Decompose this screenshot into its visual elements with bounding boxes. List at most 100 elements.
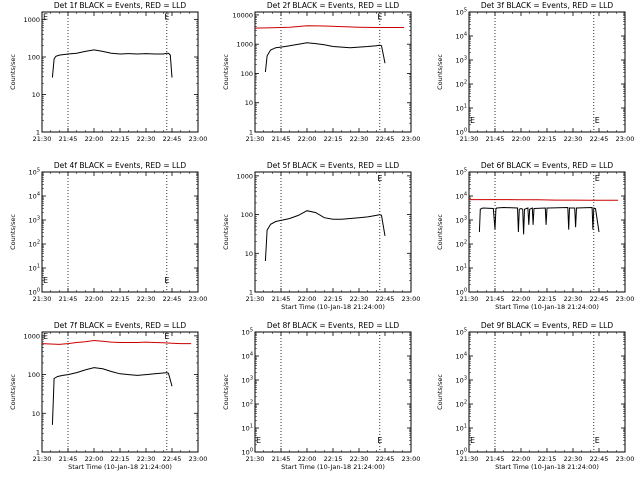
plot-frame bbox=[254, 171, 412, 293]
x-tick-label: 22:45 bbox=[163, 455, 182, 463]
y-axis-label: Counts/sec bbox=[9, 54, 17, 90]
y-tick-label: 101 bbox=[242, 424, 253, 433]
y-tick-label: 10 bbox=[245, 250, 253, 258]
y-axis-label: Counts/sec bbox=[222, 54, 230, 90]
e-marker: E bbox=[470, 116, 475, 125]
y-axis-label: Counts/sec bbox=[222, 214, 230, 250]
x-tick-label: 22:45 bbox=[590, 455, 609, 463]
y-tick-label: 1000 bbox=[23, 332, 40, 340]
e-marker: E bbox=[377, 12, 382, 21]
x-tick-label: 22:30 bbox=[350, 295, 369, 303]
y-tick-label: 105 bbox=[456, 328, 467, 337]
x-tick-label: 21:30 bbox=[246, 455, 265, 463]
y-tick-label: 101 bbox=[29, 264, 40, 273]
x-tick-label: 21:45 bbox=[486, 135, 505, 143]
y-tick-label: 104 bbox=[456, 32, 467, 41]
y-tick-label: 101 bbox=[456, 104, 467, 113]
e-marker: E bbox=[377, 174, 382, 183]
y-tick-label: 100 bbox=[241, 70, 253, 78]
x-tick-label: 22:00 bbox=[512, 455, 531, 463]
events-series-line bbox=[264, 210, 386, 262]
x-tick-label: 21:30 bbox=[33, 295, 52, 303]
x-tick-label: 23:00 bbox=[189, 295, 208, 303]
x-tick-label: 22:15 bbox=[324, 455, 343, 463]
y-tick-label: 100 bbox=[456, 448, 467, 457]
x-tick-label: 22:00 bbox=[85, 295, 104, 303]
x-tick-label: 22:45 bbox=[376, 135, 395, 143]
y-tick-label: 102 bbox=[456, 80, 467, 89]
panel-title: Det 3f BLACK = Events, RED = LLD bbox=[481, 1, 614, 10]
x-tick-label: 23:00 bbox=[616, 135, 635, 143]
x-tick-label: 21:30 bbox=[246, 135, 265, 143]
x-tick-label: 22:00 bbox=[512, 295, 531, 303]
x-tick-label: 21:45 bbox=[59, 135, 78, 143]
x-tick-label: 21:45 bbox=[272, 295, 291, 303]
detector-panel-7: Det 7f BLACK = Events, RED = LLD 1 10 100 10… bbox=[9, 321, 207, 471]
detector-panel-1: Det 1f BLACK = Events, RED = LLD 1 10 100 10… bbox=[9, 1, 207, 143]
x-tick-label: 22:00 bbox=[85, 455, 104, 463]
x-tick-label: 22:45 bbox=[590, 135, 609, 143]
x-tick-label: 22:45 bbox=[376, 295, 395, 303]
x-tick-label: 22:30 bbox=[564, 295, 583, 303]
events-series-line bbox=[478, 206, 600, 235]
e-marker: E bbox=[470, 436, 475, 445]
lld-series-line bbox=[254, 25, 405, 29]
x-tick-label: 22:30 bbox=[137, 135, 156, 143]
events-series-line bbox=[264, 42, 386, 73]
x-axis-label: Start Time (10-Jan-18 21:24:00) bbox=[281, 303, 385, 311]
x-tick-label: 21:45 bbox=[59, 295, 78, 303]
x-tick-label: 23:00 bbox=[402, 295, 421, 303]
y-axis-label: Counts/sec bbox=[436, 214, 444, 250]
x-axis-label: Start Time (10-Jan-18 21:24:00) bbox=[495, 463, 599, 471]
y-axis-label: Counts/sec bbox=[436, 54, 444, 90]
y-tick-label: 100 bbox=[29, 288, 40, 297]
panel-title: Det 1f BLACK = Events, RED = LLD bbox=[54, 1, 187, 10]
panel-title: Det 7f BLACK = Events, RED = LLD bbox=[54, 321, 187, 330]
y-tick-label: 105 bbox=[456, 168, 467, 177]
y-tick-label: 1000 bbox=[23, 16, 40, 24]
e-marker: E bbox=[595, 436, 600, 445]
y-tick-label: 100 bbox=[242, 448, 253, 457]
y-tick-label: 102 bbox=[242, 400, 253, 409]
lld-series-line bbox=[469, 199, 619, 201]
e-marker: E bbox=[164, 332, 169, 341]
detector-panel-9: Det 9f BLACK = Events, RED = LLD 100 101 10… bbox=[436, 321, 634, 471]
x-tick-label: 21:30 bbox=[33, 135, 52, 143]
e-marker: E bbox=[256, 436, 261, 445]
y-tick-label: 103 bbox=[29, 216, 40, 225]
x-tick-label: 22:45 bbox=[376, 455, 395, 463]
y-tick-label: 101 bbox=[456, 264, 467, 273]
x-tick-label: 23:00 bbox=[616, 455, 635, 463]
detector-panel-8: Det 8f BLACK = Events, RED = LLD 100 101 10… bbox=[222, 321, 420, 471]
y-tick-label: 103 bbox=[456, 376, 467, 385]
x-tick-label: 22:15 bbox=[111, 135, 130, 143]
x-tick-label: 21:45 bbox=[272, 455, 291, 463]
x-axis-label: Start Time (10-Jan-18 21:24:00) bbox=[281, 463, 385, 471]
e-marker: E bbox=[164, 276, 169, 285]
x-tick-label: 22:15 bbox=[538, 455, 557, 463]
y-tick-label: 102 bbox=[29, 240, 40, 249]
y-tick-label: 100 bbox=[28, 371, 40, 379]
e-marker: E bbox=[164, 13, 169, 22]
y-tick-label: 103 bbox=[242, 376, 253, 385]
y-tick-label: 100 bbox=[456, 288, 467, 297]
x-tick-label: 21:30 bbox=[460, 135, 479, 143]
events-series-line bbox=[51, 367, 173, 425]
events-series-line bbox=[51, 49, 173, 78]
y-tick-label: 104 bbox=[456, 192, 467, 201]
y-tick-label: 1 bbox=[36, 449, 40, 457]
x-tick-label: 22:15 bbox=[538, 135, 557, 143]
y-tick-label: 1 bbox=[249, 289, 253, 297]
plot-frame bbox=[254, 11, 412, 133]
x-tick-label: 23:00 bbox=[402, 135, 421, 143]
y-tick-label: 104 bbox=[456, 352, 467, 361]
e-marker: E bbox=[595, 174, 600, 183]
x-tick-label: 22:30 bbox=[564, 455, 583, 463]
x-tick-label: 23:00 bbox=[616, 295, 635, 303]
y-tick-label: 1 bbox=[249, 129, 253, 137]
panel-title: Det 5f BLACK = Events, RED = LLD bbox=[267, 161, 400, 170]
y-tick-label: 105 bbox=[29, 168, 40, 177]
x-axis-label: Start Time (10-Jan-18 21:24:00) bbox=[495, 303, 599, 311]
x-tick-label: 21:45 bbox=[486, 455, 505, 463]
x-tick-label: 22:45 bbox=[163, 295, 182, 303]
